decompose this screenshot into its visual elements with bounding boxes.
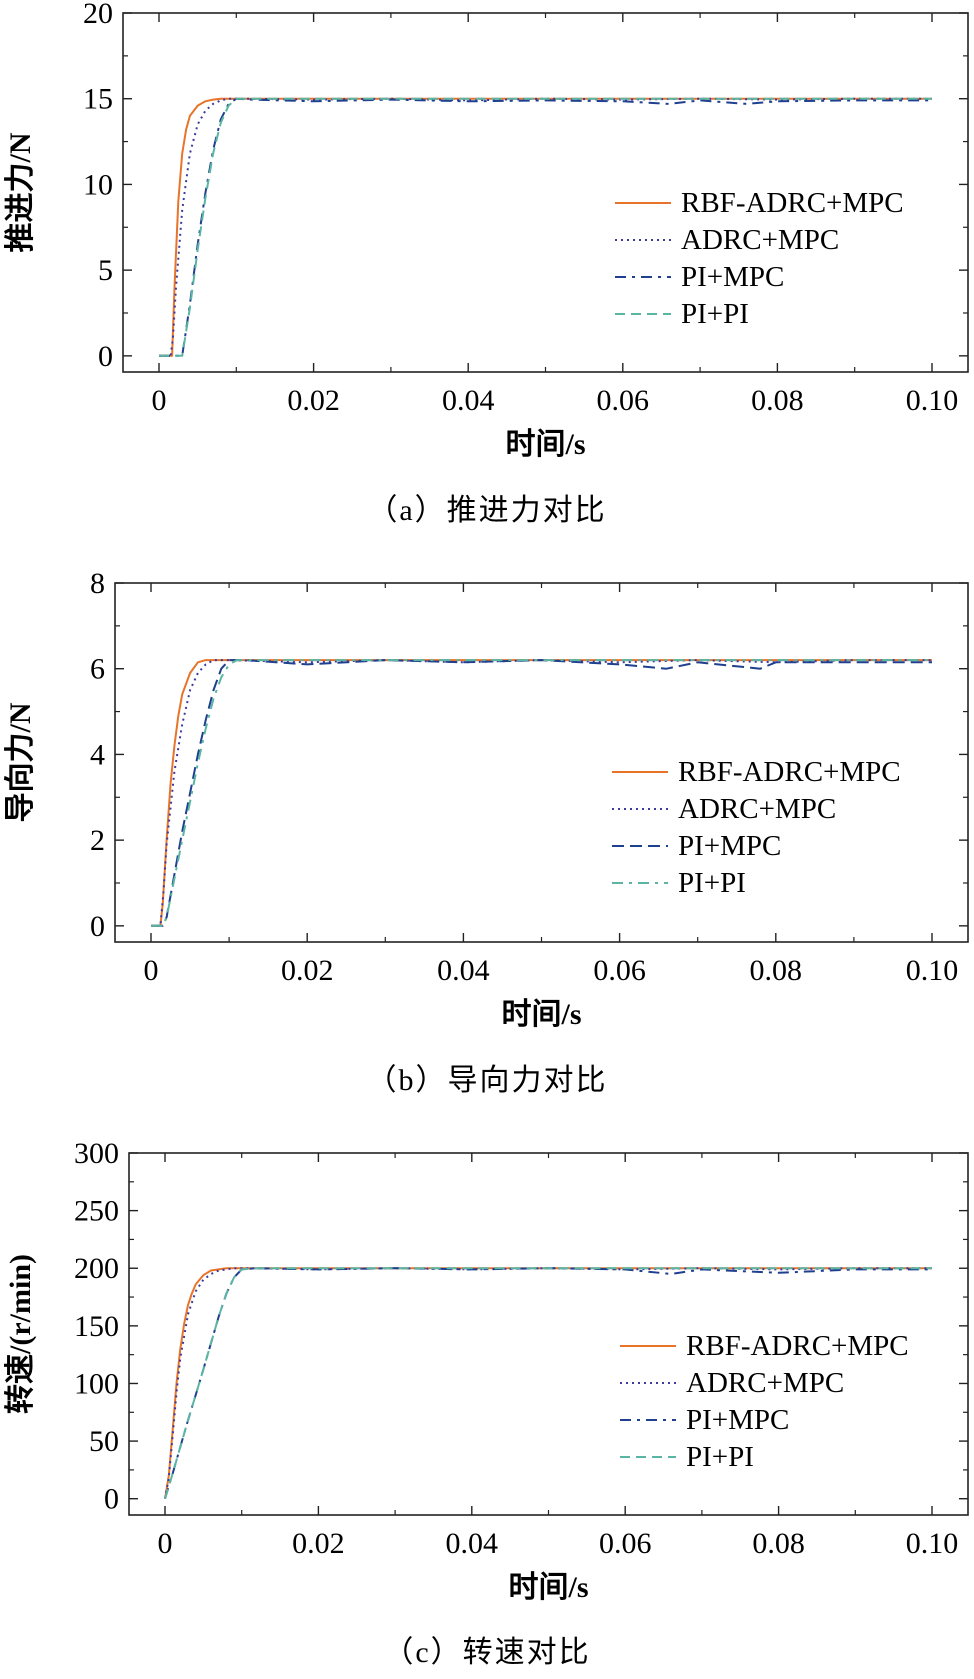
y-tick-label: 8 — [90, 567, 105, 600]
y-tick-label: 150 — [74, 1310, 119, 1343]
x-tick-label: 0.06 — [599, 1527, 652, 1560]
figure-caption: （a）推进力对比 — [367, 494, 606, 527]
y-tick-label: 0 — [104, 1483, 119, 1516]
y-tick-label: 0 — [90, 910, 105, 943]
x-tick-label: 0.04 — [446, 1527, 499, 1560]
x-tick-label: 0.10 — [906, 1527, 959, 1560]
x-tick-label: 0.06 — [597, 384, 650, 417]
legend-label: PI+PI — [678, 867, 746, 899]
x-tick-label: 0.08 — [752, 1527, 805, 1560]
x-axis-label: 时间/s — [501, 998, 581, 1031]
legend-label: PI+MPC — [681, 261, 784, 293]
x-tick-label: 0.10 — [906, 954, 959, 987]
y-tick-label: 100 — [74, 1367, 119, 1400]
series-line-3 — [159, 97, 932, 357]
y-tick-label: 10 — [83, 168, 113, 201]
legend-label: ADRC+MPC — [681, 224, 839, 256]
x-tick-label: 0.06 — [593, 954, 646, 987]
x-tick-label: 0.08 — [750, 954, 803, 987]
y-tick-label: 20 — [83, 0, 113, 30]
series-line-1 — [164, 1267, 932, 1499]
x-tick-label: 0.04 — [442, 384, 495, 417]
series-line-2 — [151, 659, 932, 927]
x-tick-label: 0.02 — [292, 1527, 345, 1560]
x-axis-label: 时间/s — [508, 1571, 588, 1604]
legend-label: PI+MPC — [678, 830, 781, 862]
x-tick-label: 0 — [158, 1527, 173, 1560]
figure-caption: （c）转速对比 — [383, 1636, 590, 1669]
y-tick-label: 2 — [90, 824, 105, 857]
y-tick-label: 250 — [74, 1195, 119, 1228]
legend-label: PI+PI — [686, 1441, 754, 1473]
y-tick-label: 15 — [83, 83, 113, 116]
legend-label: RBF-ADRC+MPC — [678, 756, 901, 788]
x-axis-label: 时间/s — [505, 428, 585, 461]
y-tick-label: 5 — [98, 254, 113, 287]
series-line-3 — [151, 659, 932, 927]
y-axis-label: 导向力/N — [4, 702, 37, 822]
y-tick-label: 50 — [89, 1425, 119, 1458]
y-tick-label: 0 — [98, 340, 113, 373]
x-tick-label: 0 — [144, 954, 159, 987]
series-line-1 — [151, 659, 932, 927]
x-tick-label: 0.10 — [906, 384, 959, 417]
chart-panel-0: 0 0.02 0.04 0.06 0.08 0.10 0 5 10 15 20 RBF-ADRC+MP… — [4, 0, 969, 527]
figure-caption: （b）导向力对比 — [367, 1064, 608, 1097]
y-axis-label: 转速/(r/min) — [4, 1254, 37, 1414]
chart-panel-1: 0 0.02 0.04 0.06 0.08 0.10 0 2 4 6 8 RBF-ADRC+MPC AD… — [4, 567, 969, 1097]
legend-label: PI+MPC — [686, 1404, 789, 1436]
y-tick-label: 200 — [74, 1252, 119, 1285]
y-tick-label: 4 — [90, 738, 105, 771]
y-tick-label: 6 — [90, 653, 105, 686]
y-tick-label: 300 — [74, 1137, 119, 1170]
x-tick-label: 0.02 — [287, 384, 340, 417]
series-line-3 — [164, 1267, 932, 1499]
legend-label: RBF-ADRC+MPC — [681, 187, 904, 219]
series-line-2 — [159, 97, 932, 357]
y-axis-label: 推进力/N — [4, 132, 37, 252]
legend-label: ADRC+MPC — [686, 1367, 844, 1399]
chart-panel-2: 0 0.02 0.04 0.06 0.08 0.10 0 50 100 150 200 250 300 R… — [4, 1137, 969, 1669]
x-tick-label: 0 — [152, 384, 167, 417]
x-tick-label: 0.04 — [437, 954, 490, 987]
legend-label: PI+PI — [681, 298, 749, 330]
legend-label: RBF-ADRC+MPC — [686, 1330, 909, 1362]
x-tick-label: 0.02 — [281, 954, 334, 987]
legend-label: ADRC+MPC — [678, 793, 836, 825]
x-tick-label: 0.08 — [751, 384, 804, 417]
